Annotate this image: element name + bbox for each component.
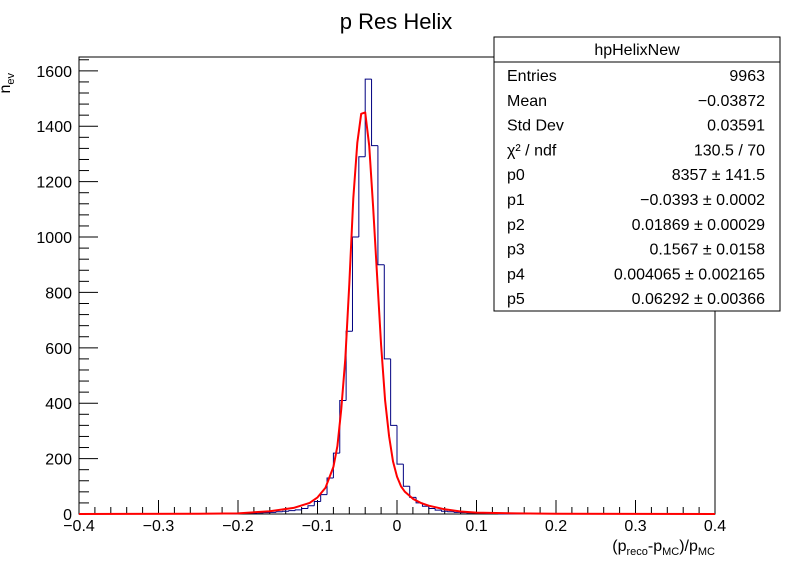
histogram-bin — [288, 510, 296, 512]
stats-box-name: hpHelixNew — [594, 42, 680, 59]
y-axis-label: nev — [0, 73, 17, 94]
x-tick-label: 0.4 — [704, 518, 726, 535]
stats-box: hpHelixNew Entries 9963 Mean −0.03872 Std Dev… — [493, 36, 781, 312]
histogram-bin — [441, 510, 448, 512]
histogram-bin — [377, 145, 385, 266]
histogram-bin — [434, 508, 442, 511]
stats-row-label: p1 — [507, 192, 525, 209]
histogram-bin — [339, 399, 347, 454]
fit-curve-layer — [78, 111, 716, 515]
histogram-bin — [383, 264, 391, 360]
histogram-bin — [320, 494, 328, 502]
x-tick-label: 0.3 — [624, 518, 646, 535]
stats-row-value: 0.1567 ± 0.0158 — [649, 242, 765, 259]
x-tick-label: 0.2 — [545, 518, 567, 535]
x-tick-label: −0.1 — [302, 518, 334, 535]
stats-row-value: 0.01869 ± 0.00029 — [632, 217, 765, 234]
stats-row-label: χ² / ndf — [507, 142, 557, 159]
stats-row-label: Entries — [507, 68, 557, 85]
histogram-bin — [453, 511, 461, 513]
histogram-bin — [326, 477, 334, 495]
y-tick-label: 0 — [63, 507, 72, 524]
y-axis: 0 200 400 600 800 1000 1200 1400 1600 — [36, 59, 98, 524]
svg-text:(preco-pMC)/pMC: (preco-pMC)/pMC — [612, 538, 715, 558]
histogram-bin — [313, 501, 321, 506]
histogram-bin — [447, 511, 455, 513]
stats-row-value: 130.5 / 70 — [694, 142, 765, 159]
x-tick-label: 0 — [393, 518, 402, 535]
histogram-bin — [351, 236, 359, 332]
x-tick-label: −0.3 — [143, 518, 175, 535]
x-tick-label: −0.4 — [63, 518, 95, 535]
y-tick-label: 1400 — [36, 119, 72, 136]
histogram-bin — [409, 486, 417, 498]
histogram-bin — [402, 464, 410, 487]
chart-title: p Res Helix — [340, 9, 452, 34]
y-tick-label: 200 — [45, 452, 72, 469]
stats-row-value: 0.06292 ± 0.00366 — [632, 291, 765, 308]
stats-row-label: p5 — [507, 291, 525, 308]
y-tick-label: 800 — [45, 285, 72, 302]
stats-row-value: −0.0393 ± 0.0002 — [640, 192, 765, 209]
stats-row-value: −0.03872 — [698, 93, 765, 110]
stats-row-label: p0 — [507, 167, 525, 184]
histogram-bin — [294, 509, 302, 511]
stats-box-frame — [493, 36, 781, 312]
stats-row-label: p2 — [507, 217, 525, 234]
x-axis: −0.4 −0.3 −0.2 −0.1 0 0.1 0.2 0.3 0.4 — [63, 500, 726, 535]
stats-row-label: Std Dev — [507, 118, 564, 135]
histogram-bin — [275, 511, 283, 513]
stats-row-value: 9963 — [729, 68, 765, 85]
histogram-bin — [428, 506, 436, 509]
fit-curve — [78, 111, 716, 515]
histogram-bin — [307, 505, 315, 509]
stats-row-value: 8357 ± 141.5 — [672, 167, 765, 184]
histogram-bin — [371, 79, 378, 147]
x-tick-label: 0.1 — [465, 518, 487, 535]
stats-row-label: Mean — [507, 93, 547, 110]
svg-text:nev: nev — [0, 73, 17, 94]
y-tick-label: 400 — [45, 396, 72, 413]
histogram-bin — [301, 507, 308, 510]
histogram-bin — [364, 78, 372, 157]
histogram-bin — [358, 156, 366, 238]
stats-row-label: p4 — [507, 266, 525, 283]
stats-row-label: p3 — [507, 242, 525, 259]
y-tick-label: 1200 — [36, 175, 72, 192]
histogram-bin — [282, 510, 289, 512]
x-tick-label: −0.2 — [222, 518, 254, 535]
stats-row-value: 0.004065 ± 0.002165 — [614, 266, 765, 283]
x-axis-label: (preco-pMC)/pMC — [612, 538, 715, 558]
histogram-bin — [390, 358, 397, 426]
stats-row-value: 0.03591 — [707, 118, 765, 135]
y-tick-label: 1600 — [36, 64, 72, 81]
y-tick-label: 600 — [45, 341, 72, 358]
histogram-bin — [396, 425, 404, 465]
y-tick-label: 1000 — [36, 230, 72, 247]
